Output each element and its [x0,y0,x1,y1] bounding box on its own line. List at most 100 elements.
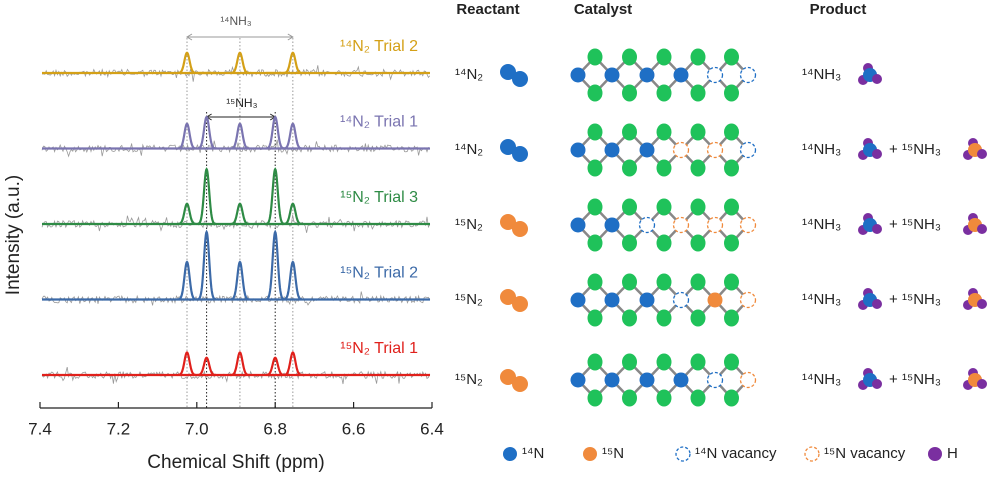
metal-atom [724,198,739,216]
h-atom [872,74,882,84]
metal-atom [587,159,603,177]
annotation: ¹⁵NH₃ [226,96,257,110]
peak [265,115,285,150]
peak [230,122,250,150]
peak [283,351,303,377]
column-header: Reactant [456,1,519,18]
metal-atom [587,123,603,141]
series-label: ¹⁵N₂ Trial 2 [340,265,418,282]
n15-vacancy [706,216,724,234]
n15-vacancy [739,291,757,309]
peak [177,260,197,301]
product: ¹⁴NH₃ [802,66,841,83]
n14-atom [500,139,516,155]
product: ¹⁴NH₃ [802,291,841,308]
x-tick-label: 7.0 [185,419,209,438]
metal-atom [690,309,706,327]
n14-vacancy [672,291,690,309]
bracket-arrow [287,33,294,41]
legend-label: ¹⁵N vacancy [824,445,906,462]
series-label: ¹⁵N₂ Trial 1 [340,340,418,357]
column-header: Catalyst [574,1,632,18]
n14-atom [604,372,620,388]
n14-atom [604,142,620,158]
metal-atom [622,273,637,291]
h-atom [977,379,987,389]
h-atom [977,149,987,159]
n14-atom [570,292,586,308]
x-tick-label: 7.2 [107,419,131,438]
metal-atom [724,84,739,102]
metal-atom [622,198,637,216]
x-tick-label: 6.8 [263,419,287,438]
metal-atom [690,84,706,102]
legend-label: ¹⁴N [522,445,544,462]
plus: + [889,141,898,158]
n15-vacancy [672,141,690,159]
plus: + [889,371,898,388]
metal-atom [622,159,637,177]
peak [283,260,303,301]
metal-atom [656,84,672,102]
x-tick-label: 6.4 [420,419,444,438]
h-atom [977,224,987,234]
metal-atom [587,198,603,216]
n15-vacancy [739,371,757,389]
metal-atom [622,309,637,327]
metal-atom [690,123,706,141]
metal-atom [587,84,603,102]
n14-vacancy [739,141,757,159]
n14-vacancy [706,371,724,389]
peak [197,115,217,150]
legend-label: ¹⁵N [602,445,624,462]
n14-atom [673,67,689,83]
n14-atom [639,292,655,308]
reactant: ¹⁵N₂ [455,216,483,233]
n15-atom [500,214,516,230]
metal-atom [724,159,739,177]
series-label: ¹⁵N₂ Trial 3 [340,189,418,206]
metal-atom [724,48,739,66]
metal-atom [622,48,637,66]
x-tick-label: 6.6 [342,419,366,438]
n14-atom [639,142,655,158]
metal-atom [690,353,706,371]
n14-atom [673,372,689,388]
metal-atom [622,389,637,407]
peak [283,51,303,75]
n15-vacancy [672,216,690,234]
metal-atom [656,198,672,216]
h-atom [928,447,942,461]
n14-atom [503,447,517,461]
n14-atom [570,67,586,83]
peak [283,202,303,226]
n15-atom [583,447,597,461]
metal-atom [656,234,672,252]
x-axis-label: Chemical Shift (ppm) [147,452,324,473]
n15-atom [512,376,528,392]
n14-vacancy [675,446,691,462]
column-header: Product [810,1,867,18]
n15-atom [500,369,516,385]
n14-atom [570,372,586,388]
peak [230,351,250,377]
metal-atom [587,48,603,66]
metal-atom [622,353,637,371]
series-label: ¹⁴N₂ Trial 2 [340,38,418,55]
n14-atom [512,71,528,87]
metal-atom [656,389,672,407]
peak [177,351,197,377]
n14-atom [604,292,620,308]
n14-atom [604,217,620,233]
product: ¹⁵NH₃ [902,371,941,388]
annotation: ¹⁴NH₃ [220,14,251,28]
metal-atom [724,123,739,141]
peak [177,122,197,150]
metal-atom [724,353,739,371]
plus: + [889,216,898,233]
legend-label: ¹⁴N vacancy [695,445,777,462]
n14-atom [512,146,528,162]
n14-atom [500,64,516,80]
h-atom [872,224,882,234]
metal-atom [690,198,706,216]
